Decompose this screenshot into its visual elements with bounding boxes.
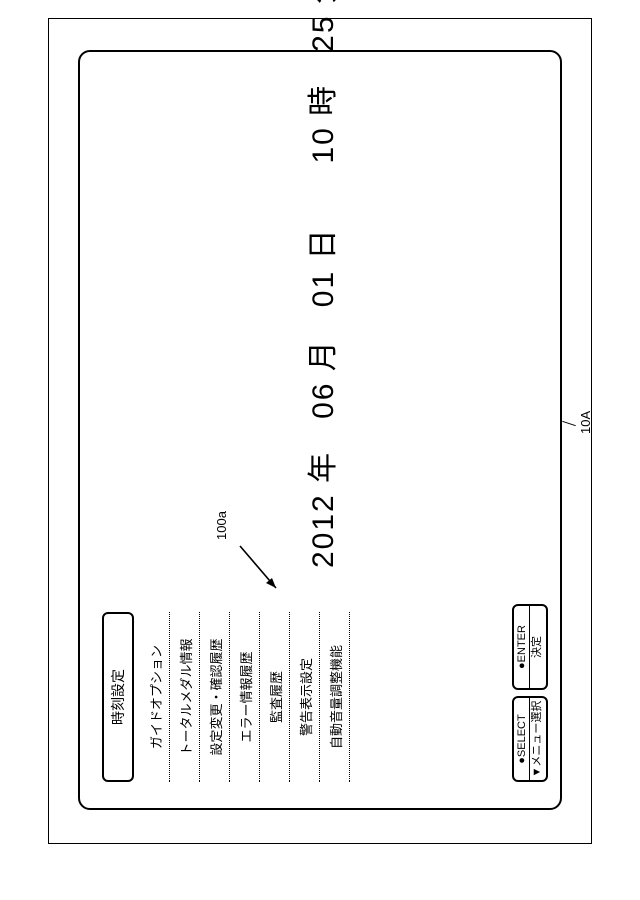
menu-item-total-medal-info[interactable]: トータルメダル情報 [170, 612, 200, 782]
menu-heading-time-setting[interactable]: 時刻設定 [102, 612, 134, 782]
screen-panel: 時刻設定 ガイドオプション トータルメダル情報 設定変更・確認履歴 エラー情報履… [78, 50, 562, 810]
enter-button[interactable]: ●ENTER 決定 [512, 604, 548, 690]
enter-button-label-bottom: 決定 [529, 606, 544, 688]
select-button-label-bottom: ▼メニュー選択 [529, 698, 544, 780]
menu-item-error-history[interactable]: エラー情報履歴 [230, 612, 260, 782]
select-button-label-top: ●SELECT [516, 698, 529, 780]
menu-column: 時刻設定 ガイドオプション トータルメダル情報 設定変更・確認履歴 エラー情報履… [102, 612, 350, 782]
menu-item-audit-history[interactable]: 監査履歴 [260, 612, 290, 782]
menu-item-setting-history[interactable]: 設定変更・確認履歴 [200, 612, 230, 782]
datetime-display: 2012 年 06 月 01 日 10 時 25 分 [298, 0, 342, 568]
select-button[interactable]: ●SELECT ▼メニュー選択 [512, 696, 548, 782]
rotated-stage: 時刻設定 ガイドオプション トータルメダル情報 設定変更・確認履歴 エラー情報履… [78, 50, 562, 810]
hardware-button-row: ●SELECT ▼メニュー選択 ●ENTER 決定 [512, 604, 548, 782]
menu-list: ガイドオプション トータルメダル情報 設定変更・確認履歴 エラー情報履歴 監査履… [140, 612, 350, 782]
callout-label-100a: 100a [214, 511, 229, 540]
menu-item-warning-display[interactable]: 警告表示設定 [290, 612, 320, 782]
callout-arrow-icon [238, 538, 288, 598]
menu-item-guide-option[interactable]: ガイドオプション [140, 612, 170, 782]
figure-ref-label: 10A [578, 411, 593, 434]
enter-button-label-top: ●ENTER [516, 606, 529, 688]
menu-item-auto-volume[interactable]: 自動音量調整機能 [320, 612, 350, 782]
